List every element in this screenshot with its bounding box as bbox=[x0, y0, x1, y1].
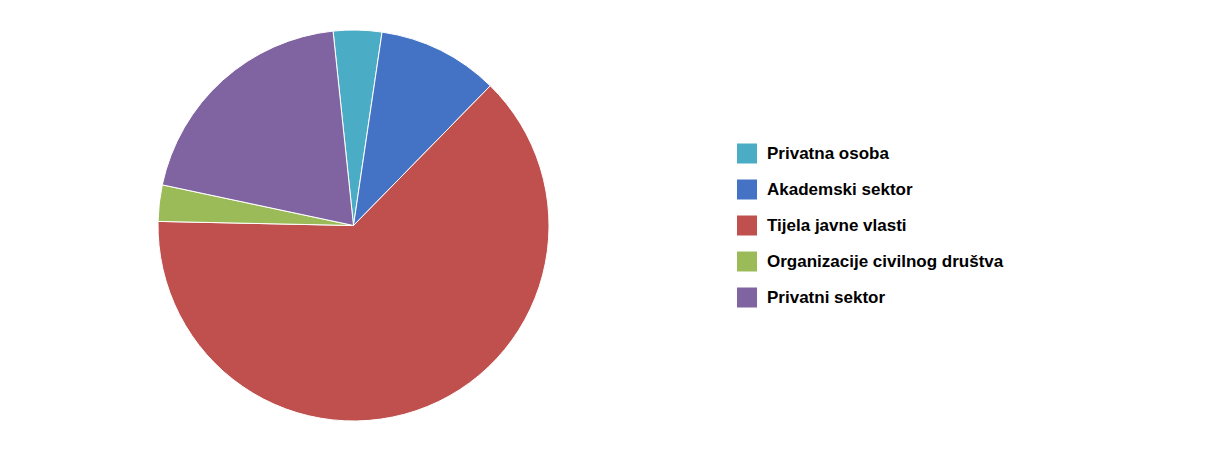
legend-item: Tijela javne vlasti bbox=[737, 216, 907, 236]
legend-swatch bbox=[737, 180, 757, 200]
chart: Privatna osoba Akademski sektor Tijela jav… bbox=[0, 0, 1219, 451]
pie-slice bbox=[162, 31, 353, 225]
legend-label: Organizacije civilnog društva bbox=[767, 252, 1004, 271]
legend-label: Akademski sektor bbox=[767, 180, 913, 199]
legend: Privatna osoba Akademski sektor Tijela jav… bbox=[737, 144, 1004, 308]
legend-swatch bbox=[737, 252, 757, 272]
legend-swatch bbox=[737, 288, 757, 308]
legend-label: Privatni sektor bbox=[767, 288, 885, 307]
pie bbox=[158, 30, 549, 421]
legend-swatch bbox=[737, 216, 757, 236]
legend-label: Privatna osoba bbox=[767, 144, 889, 163]
legend-label: Tijela javne vlasti bbox=[767, 216, 907, 235]
legend-item: Akademski sektor bbox=[737, 180, 913, 200]
legend-item: Privatna osoba bbox=[737, 144, 889, 164]
legend-swatch bbox=[737, 144, 757, 164]
legend-item: Organizacije civilnog društva bbox=[737, 252, 1004, 272]
legend-item: Privatni sektor bbox=[737, 288, 885, 308]
